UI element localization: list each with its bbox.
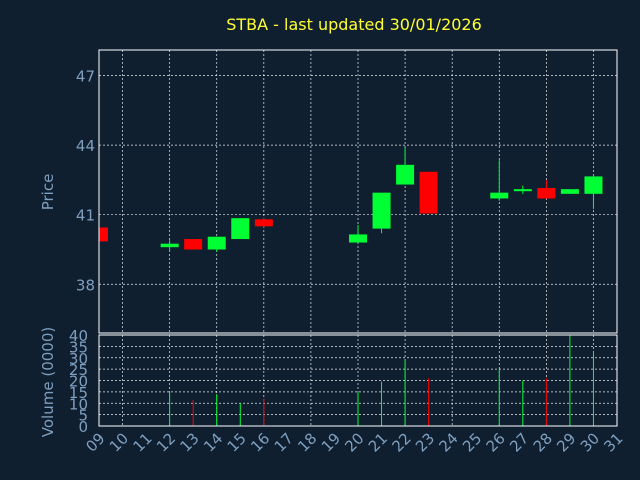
x-tick-label: 17 (271, 429, 297, 455)
price-tick-label: 38 (76, 276, 95, 294)
candle-body (513, 189, 532, 192)
volume-tick-label: 40 (69, 327, 88, 345)
candle-body (560, 189, 579, 194)
x-tick-label: 22 (388, 429, 414, 455)
price-axis-label: Price (39, 174, 57, 211)
volume-tick-label: 25 (69, 361, 88, 379)
candle-body (490, 192, 509, 199)
x-tick-label: 11 (129, 429, 155, 455)
price-tick-label: 44 (76, 137, 95, 155)
x-tick-label: 28 (530, 429, 556, 455)
candle-body (99, 227, 108, 242)
x-tick-label: 16 (247, 429, 273, 455)
x-axis-label: Day (332, 458, 362, 476)
x-tick-label: 15 (224, 429, 250, 455)
x-tick-label: 30 (577, 429, 603, 455)
candle-body (231, 218, 250, 240)
x-tick-label: 20 (341, 429, 367, 455)
price-tick-label: 47 (76, 68, 95, 86)
x-tick-label: 26 (483, 429, 509, 455)
candle-body (184, 239, 203, 250)
volume-tick-label: 10 (69, 395, 88, 413)
x-tick-label: 31 (600, 429, 626, 455)
chart-title: STBA - last updated 30/01/2026 (226, 15, 482, 34)
price-tick-label: 41 (76, 207, 95, 225)
price-panel-frame (98, 49, 618, 334)
volume-tick-label: 35 (69, 338, 88, 356)
candle-body (419, 171, 438, 214)
candle-body (537, 188, 556, 199)
candle-body (207, 236, 226, 250)
candle-body (349, 234, 367, 243)
x-tick-label: 12 (153, 429, 179, 455)
x-tick-label: 25 (459, 429, 485, 455)
volume-tick-label: 20 (69, 373, 88, 391)
volume-tick-label: 15 (69, 384, 88, 402)
x-tick-label: 29 (553, 429, 579, 455)
candles-group (99, 147, 603, 252)
x-tick-label: 19 (318, 429, 344, 455)
candle-body (372, 192, 391, 229)
plot-layer: 3841444705101520253035400910111213141516… (69, 49, 627, 456)
candle-body (584, 176, 603, 194)
volume-tick-label: 30 (69, 350, 88, 368)
volume-tick-label: 0 (78, 418, 88, 436)
volume-axis-label: Volume (0000) (39, 327, 57, 437)
x-tick-label: 23 (412, 429, 438, 455)
x-tick-label: 14 (200, 429, 226, 455)
x-tick-label: 21 (365, 429, 391, 455)
x-tick-label: 13 (177, 429, 203, 455)
candle-body (396, 164, 415, 185)
x-tick-label: 27 (506, 429, 532, 455)
x-tick-label: 18 (294, 429, 320, 455)
x-tick-label: 24 (436, 429, 462, 455)
volume-panel-frame (98, 334, 618, 427)
candle-body (160, 243, 179, 248)
x-tick-label: 10 (106, 429, 132, 455)
volume-tick-label: 5 (78, 407, 88, 425)
candle-body (254, 219, 273, 227)
